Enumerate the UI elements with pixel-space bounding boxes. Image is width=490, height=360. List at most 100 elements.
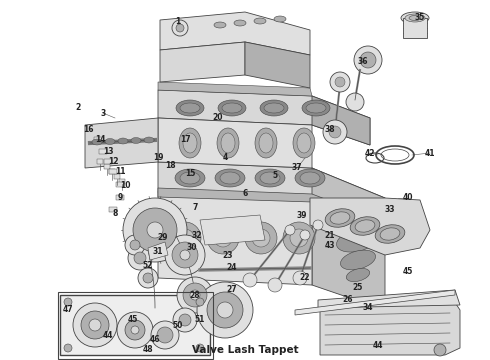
Ellipse shape <box>92 139 102 145</box>
Ellipse shape <box>375 225 405 243</box>
Bar <box>109 207 117 212</box>
Text: 41: 41 <box>425 148 435 158</box>
Text: 42: 42 <box>365 148 375 158</box>
Text: 3: 3 <box>100 108 106 117</box>
Text: 18: 18 <box>165 161 175 170</box>
Text: 40: 40 <box>403 194 413 202</box>
Ellipse shape <box>254 18 266 24</box>
Circle shape <box>143 273 153 283</box>
Ellipse shape <box>255 169 285 187</box>
Circle shape <box>64 344 72 352</box>
Circle shape <box>73 303 117 347</box>
Ellipse shape <box>218 100 246 116</box>
Bar <box>119 179 125 184</box>
Bar <box>104 159 112 164</box>
Text: 2: 2 <box>75 104 81 112</box>
Ellipse shape <box>306 103 326 113</box>
Circle shape <box>125 235 145 255</box>
Ellipse shape <box>409 15 421 21</box>
Ellipse shape <box>176 100 204 116</box>
Circle shape <box>243 273 257 287</box>
Text: 6: 6 <box>243 189 247 198</box>
Text: 35: 35 <box>415 13 425 22</box>
Text: 14: 14 <box>95 135 105 144</box>
Circle shape <box>268 278 282 292</box>
Ellipse shape <box>180 103 200 113</box>
Ellipse shape <box>214 22 226 28</box>
Text: 45: 45 <box>128 315 138 324</box>
Circle shape <box>360 52 376 68</box>
Circle shape <box>434 344 446 356</box>
Circle shape <box>190 290 200 300</box>
Circle shape <box>293 271 307 285</box>
Polygon shape <box>158 192 312 285</box>
Ellipse shape <box>260 172 280 184</box>
Polygon shape <box>200 215 265 245</box>
Circle shape <box>346 93 364 111</box>
Bar <box>116 182 124 187</box>
Circle shape <box>217 302 233 318</box>
Circle shape <box>125 320 145 340</box>
Polygon shape <box>158 162 385 225</box>
Circle shape <box>283 222 315 254</box>
Ellipse shape <box>274 16 286 22</box>
Ellipse shape <box>131 138 141 144</box>
Ellipse shape <box>144 137 154 143</box>
Ellipse shape <box>221 133 235 153</box>
Text: 32: 32 <box>192 230 202 239</box>
Ellipse shape <box>222 103 242 113</box>
Ellipse shape <box>293 128 315 158</box>
Ellipse shape <box>330 212 350 224</box>
Circle shape <box>285 225 295 235</box>
Polygon shape <box>312 96 370 145</box>
Text: 47: 47 <box>63 306 74 315</box>
Circle shape <box>354 46 382 74</box>
Circle shape <box>81 311 109 339</box>
Text: 12: 12 <box>108 158 118 166</box>
Bar <box>99 149 107 154</box>
Ellipse shape <box>217 128 239 158</box>
Text: 45: 45 <box>403 267 413 276</box>
Bar <box>97 159 103 164</box>
Circle shape <box>172 20 188 36</box>
Ellipse shape <box>180 172 200 184</box>
Text: 38: 38 <box>325 126 335 135</box>
Circle shape <box>130 240 140 250</box>
Polygon shape <box>318 290 460 308</box>
Polygon shape <box>60 295 210 355</box>
Ellipse shape <box>220 172 240 184</box>
Ellipse shape <box>118 138 128 144</box>
Circle shape <box>172 242 198 268</box>
Polygon shape <box>320 295 460 355</box>
Text: 1: 1 <box>175 18 181 27</box>
Circle shape <box>214 229 232 247</box>
Ellipse shape <box>183 133 197 153</box>
Text: 44: 44 <box>103 330 113 339</box>
Bar <box>109 169 115 174</box>
Circle shape <box>157 327 173 343</box>
Ellipse shape <box>105 139 115 144</box>
Circle shape <box>123 198 187 262</box>
Circle shape <box>89 319 101 331</box>
Circle shape <box>197 282 253 338</box>
Circle shape <box>207 292 243 328</box>
Text: 8: 8 <box>112 208 118 217</box>
Bar <box>109 169 117 174</box>
Text: 34: 34 <box>363 302 373 311</box>
Polygon shape <box>158 82 312 96</box>
Ellipse shape <box>401 12 429 24</box>
Circle shape <box>134 252 146 264</box>
Polygon shape <box>310 198 430 255</box>
Circle shape <box>151 321 179 349</box>
Text: 31: 31 <box>153 248 163 256</box>
Ellipse shape <box>179 128 201 158</box>
Bar <box>114 174 120 179</box>
Text: 37: 37 <box>292 163 302 172</box>
Text: 17: 17 <box>180 135 190 144</box>
Circle shape <box>335 77 345 87</box>
Ellipse shape <box>337 228 379 252</box>
Circle shape <box>169 222 201 254</box>
Ellipse shape <box>300 172 320 184</box>
Ellipse shape <box>341 250 375 270</box>
Text: 28: 28 <box>190 291 200 300</box>
